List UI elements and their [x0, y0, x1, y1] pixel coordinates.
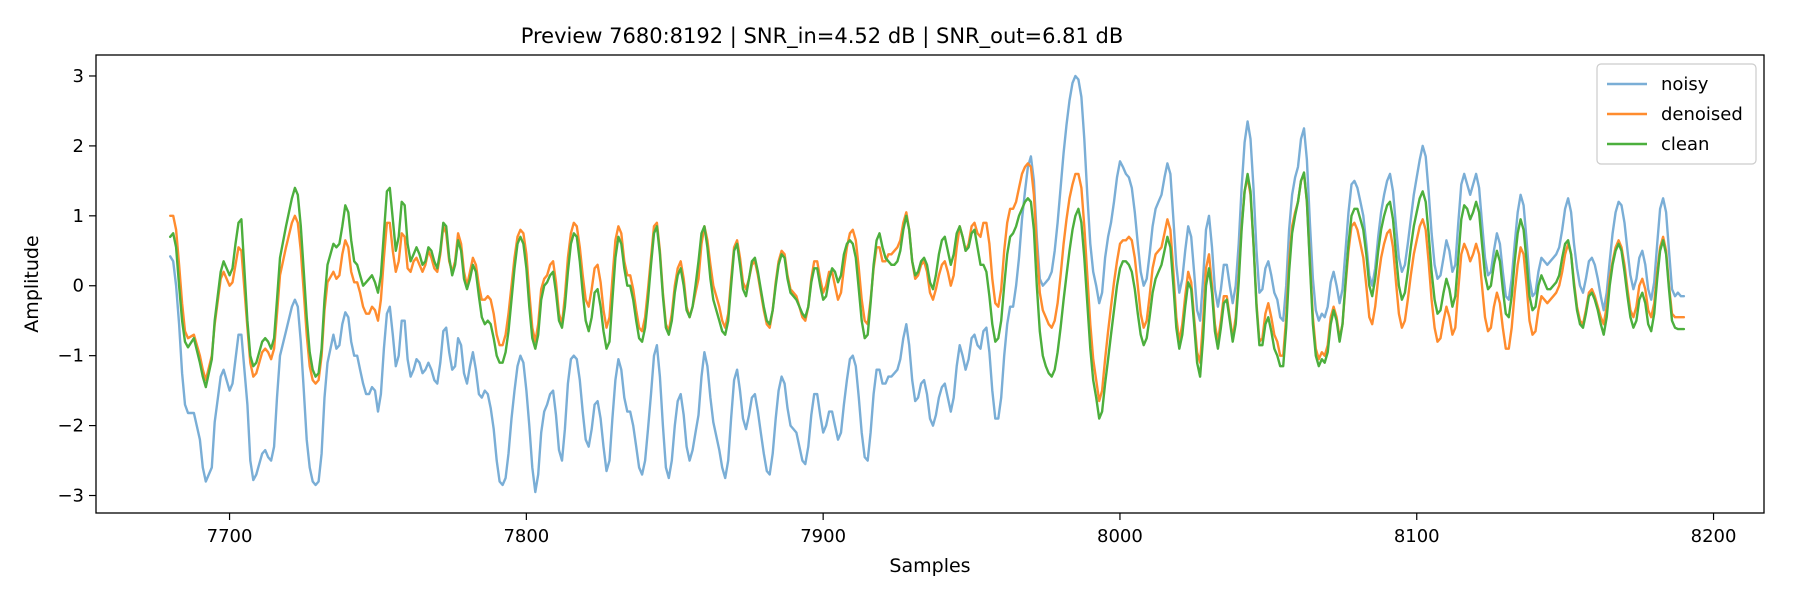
x-tick-label: 7900	[800, 526, 846, 547]
x-tick-label: 7800	[503, 526, 549, 547]
x-tick-label: 8200	[1691, 526, 1737, 547]
chart-title: Preview 7680:8192 | SNR_in=4.52 dB | SNR…	[521, 24, 1124, 49]
y-axis-label: Amplitude	[21, 235, 43, 332]
legend-label-noisy: noisy	[1661, 74, 1709, 95]
plot-lines	[169, 74, 1686, 494]
legend: noisy denoised clean	[1596, 63, 1757, 165]
x-tick-label: 8000	[1097, 526, 1143, 547]
y-tick-label: −3	[57, 486, 84, 507]
y-tick-label: 2	[73, 136, 84, 157]
x-axis-label: Samples	[889, 555, 970, 577]
y-axis: 3 2 1 0 −1 −2 −3	[57, 66, 96, 507]
plot-frame	[95, 54, 1765, 514]
series-line-noisy	[169, 74, 1686, 494]
legend-box	[1596, 63, 1757, 165]
y-tick-label: −1	[57, 346, 84, 367]
y-tick-label: −2	[57, 416, 84, 437]
series-line-clean	[169, 171, 1686, 420]
y-tick-label: 3	[73, 66, 84, 87]
x-axis: 7700 7800 7900 8000 8100 8200	[207, 513, 1737, 547]
y-tick-label: 1	[73, 206, 84, 227]
legend-label-denoised: denoised	[1661, 104, 1743, 125]
y-tick-label: 0	[73, 276, 84, 297]
x-tick-label: 7700	[207, 526, 253, 547]
x-tick-label: 8100	[1394, 526, 1440, 547]
legend-label-clean: clean	[1661, 134, 1709, 155]
